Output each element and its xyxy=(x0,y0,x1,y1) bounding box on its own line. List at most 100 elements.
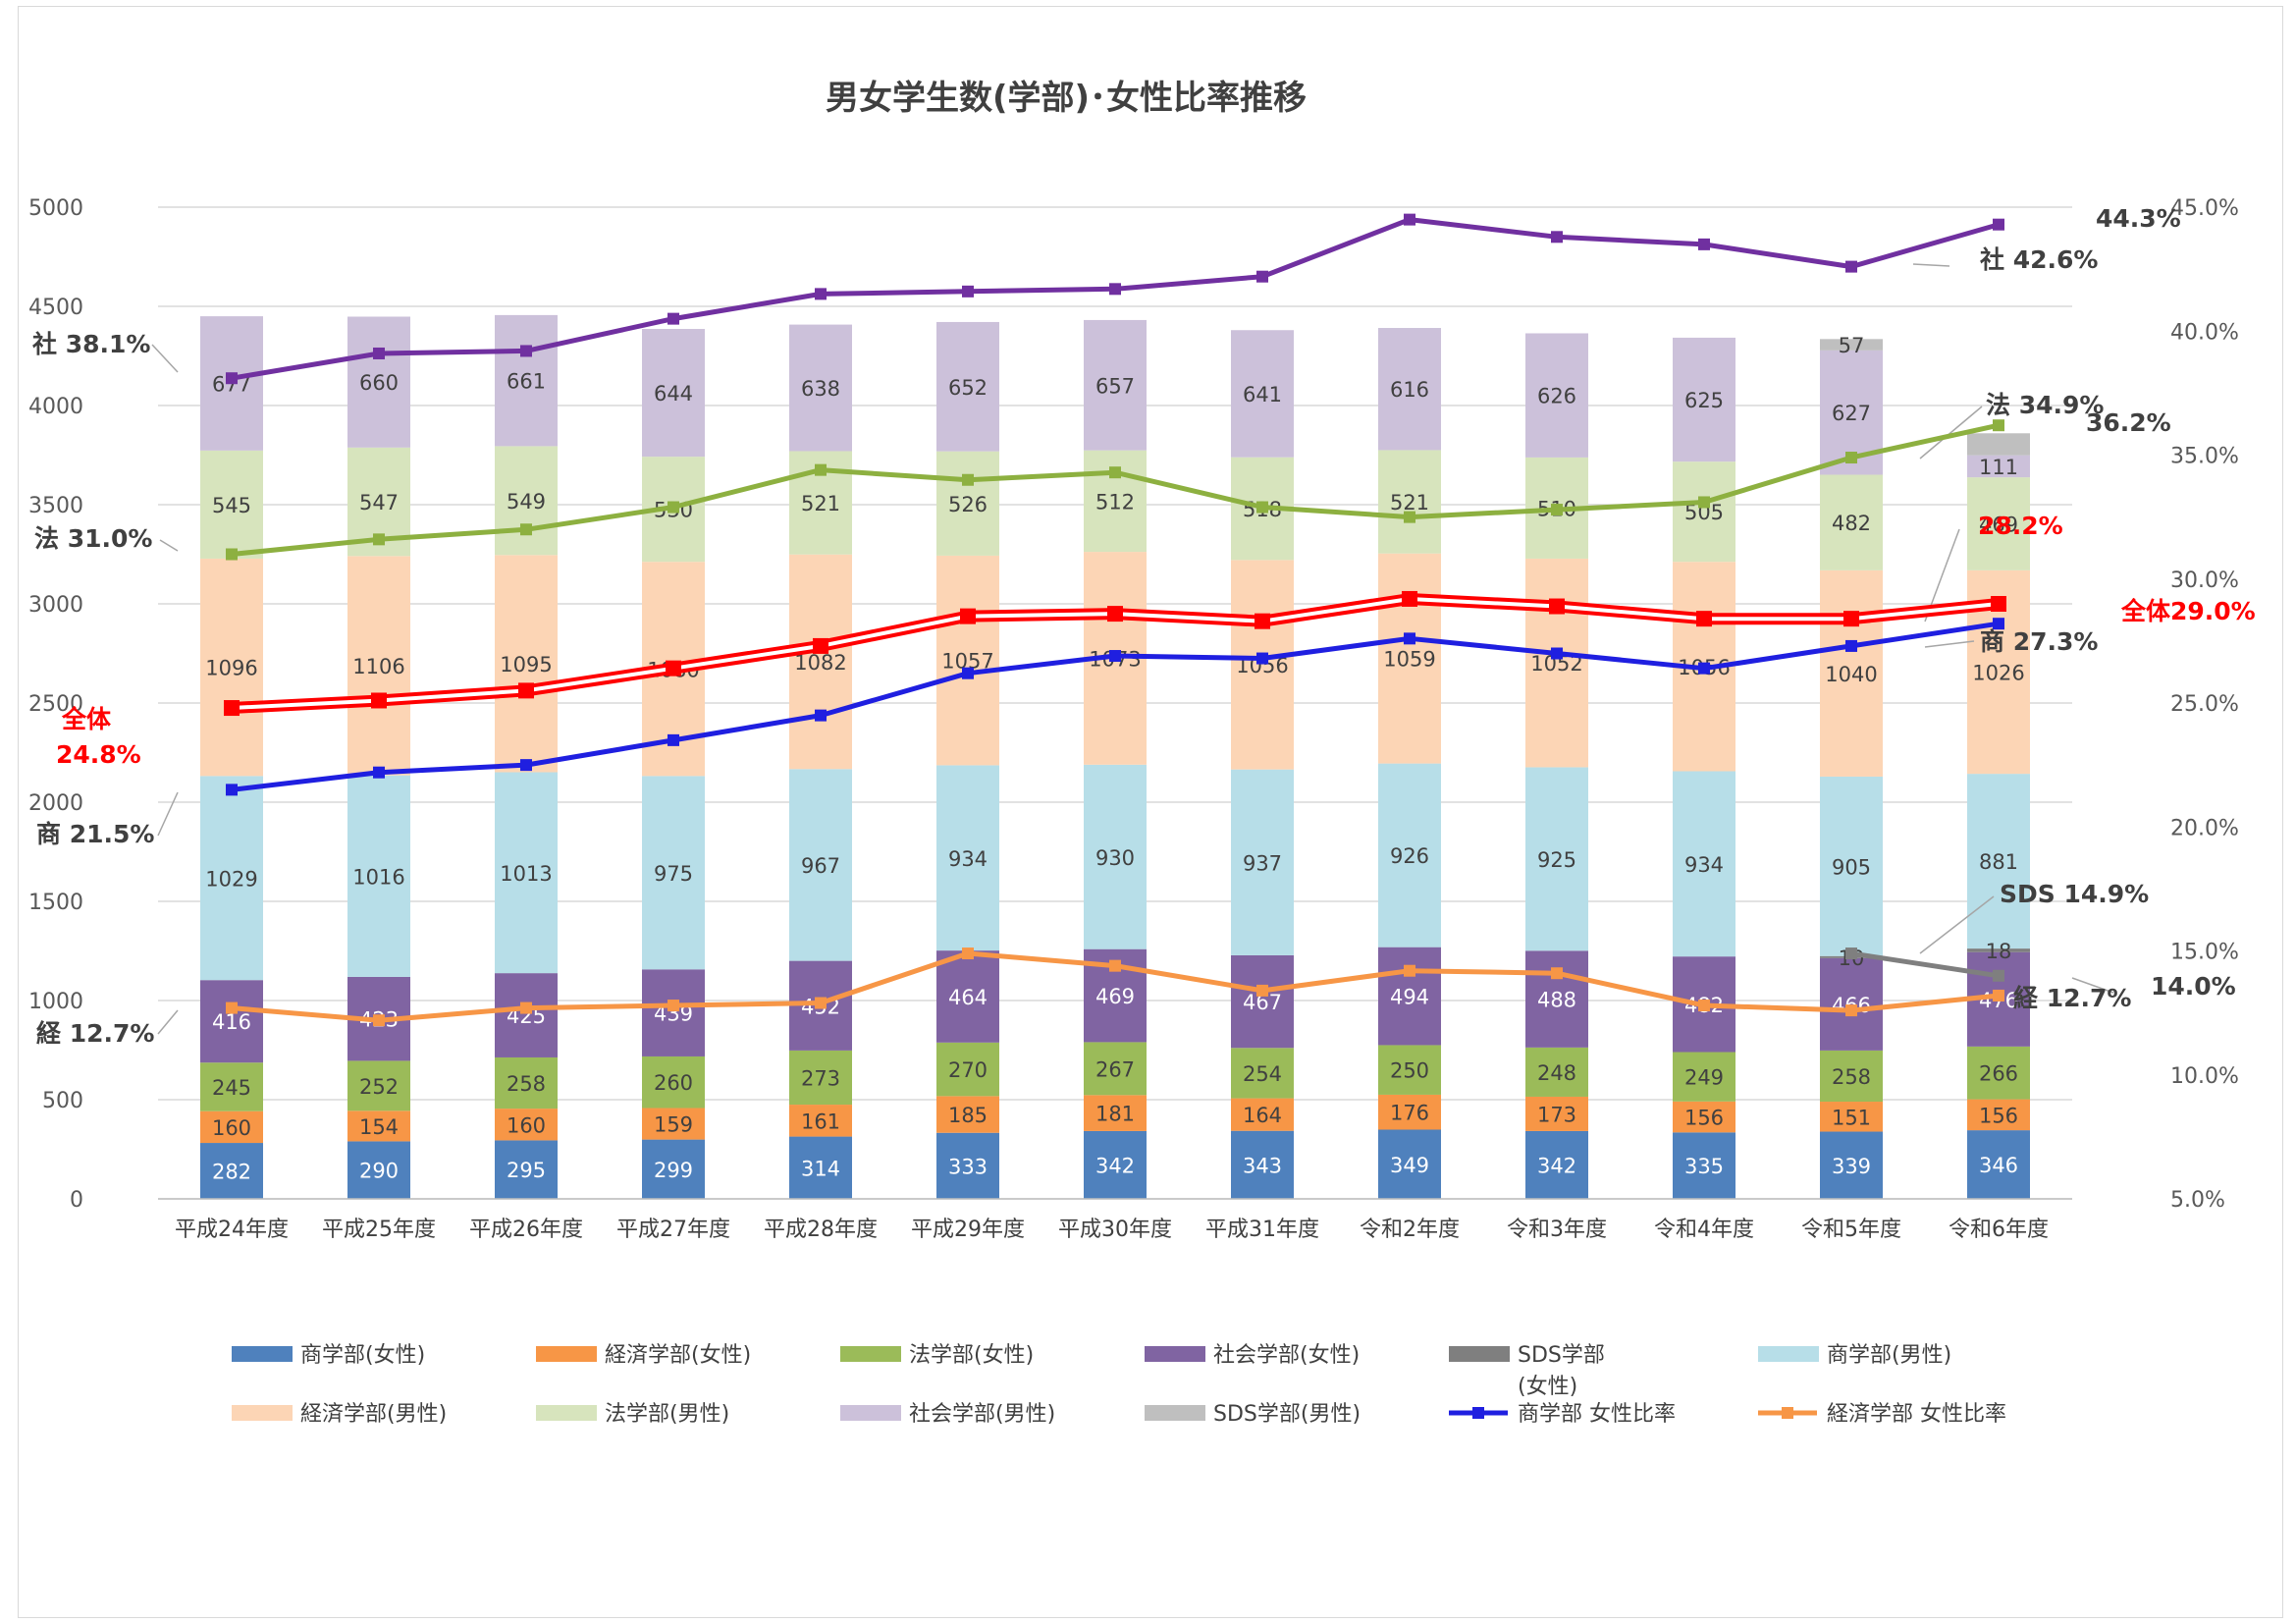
bar-segment xyxy=(936,765,999,951)
annotation-label: 44.3% xyxy=(2096,204,2181,233)
bar-data-label: 160 xyxy=(212,1116,251,1140)
bar-segment xyxy=(1673,1052,1735,1102)
bar-segment xyxy=(1820,776,1883,956)
legend-line-marker xyxy=(1782,1407,1793,1419)
line-point xyxy=(1256,270,1268,283)
annotation-label: 商 21.5% xyxy=(36,820,154,848)
bar-segment xyxy=(1378,450,1441,554)
bar-segment xyxy=(642,1139,705,1199)
line-point xyxy=(962,285,974,298)
line-point xyxy=(1109,959,1121,972)
bar-data-label: 161 xyxy=(801,1110,840,1133)
bar-data-label: 627 xyxy=(1832,402,1871,425)
bar-segment xyxy=(1820,569,1883,777)
bar-segment xyxy=(1673,771,1735,957)
bar-data-label: 185 xyxy=(948,1104,988,1127)
bar-data-label: 273 xyxy=(801,1066,840,1090)
x-axis: 平成24年度 平成25年度 平成26年度 平成27年度 平成28年度 平成29年度 平成30… xyxy=(158,1198,2072,1242)
x-tick-label: 令和2年度 xyxy=(1360,1218,1460,1242)
bar-data-label: 494 xyxy=(1390,986,1429,1009)
line-point xyxy=(224,700,240,717)
bar-segment xyxy=(200,1143,263,1199)
bar-segment xyxy=(789,554,852,770)
annotation-label: 法 34.9% xyxy=(1986,391,2104,419)
bar-data-label: 881 xyxy=(1979,850,2018,874)
line-point xyxy=(962,667,974,679)
line-point xyxy=(1551,647,1563,660)
bar-data-label: 254 xyxy=(1243,1062,1282,1086)
y2-tick-label: 35.0% xyxy=(2170,445,2239,469)
bar-data-label: 464 xyxy=(948,986,988,1009)
bar-segment xyxy=(936,555,999,766)
annotation-label: 28.2% xyxy=(1978,512,2063,540)
bar-data-label: 1040 xyxy=(1825,663,1877,686)
bar-data-label: 164 xyxy=(1243,1104,1282,1127)
x-tick-label: 平成31年度 xyxy=(1205,1218,1319,1242)
annotation-label: 商 27.3% xyxy=(1980,627,2098,656)
chart-title: 男女学生数(学部)･女性比率推移 xyxy=(826,79,1307,118)
bar-data-label: 260 xyxy=(654,1071,693,1095)
bar-segment xyxy=(789,769,852,961)
line-point xyxy=(373,1014,385,1027)
legend-swatch xyxy=(840,1405,901,1421)
line-point xyxy=(226,548,238,561)
bar-data-label: 111 xyxy=(1979,456,2018,479)
line-point xyxy=(1843,611,1859,627)
line-point xyxy=(226,784,238,796)
bar-data-label: 258 xyxy=(1832,1065,1871,1089)
bar-data-label: 282 xyxy=(212,1161,251,1184)
bar-data-label: 1013 xyxy=(500,862,552,886)
bar-segment xyxy=(1378,553,1441,764)
legend-label: 経済学部(女性) xyxy=(605,1343,751,1368)
line-point xyxy=(371,692,387,709)
bar-segment xyxy=(1378,763,1441,947)
bar-segment xyxy=(1820,1102,1883,1132)
bar-data-label: 270 xyxy=(948,1058,988,1082)
legend-label: 商学部(男性) xyxy=(1827,1343,1951,1368)
annotation-label: 24.8% xyxy=(56,740,141,769)
line-point xyxy=(1993,618,2004,630)
bar-data-label: 339 xyxy=(1832,1155,1871,1178)
leader-line xyxy=(1919,895,1995,954)
bar-segment xyxy=(347,1110,410,1142)
legend-label: 法学部(女性) xyxy=(909,1343,1034,1368)
line-point xyxy=(226,1001,238,1014)
x-tick-label: 平成30年度 xyxy=(1058,1218,1172,1242)
line-point xyxy=(1993,969,2004,982)
bar-segment xyxy=(1820,339,1883,351)
x-tick-label: 平成27年度 xyxy=(616,1218,730,1242)
bar-data-label: 267 xyxy=(1095,1057,1135,1081)
bar-segment xyxy=(495,973,558,1057)
line-point xyxy=(520,1001,532,1014)
x-tick-label: 平成26年度 xyxy=(469,1218,583,1242)
bar-segment xyxy=(495,314,558,447)
bar-segment xyxy=(642,329,705,458)
bar-segment xyxy=(1525,333,1588,458)
annotation-label: 全体29.0% xyxy=(2120,597,2256,625)
x-tick-label: 平成29年度 xyxy=(911,1218,1025,1242)
bar-segment xyxy=(1673,1132,1735,1199)
line-point xyxy=(1993,419,2004,432)
bar-segment xyxy=(347,1141,410,1199)
bar-segment xyxy=(1525,1096,1588,1131)
bar-segment xyxy=(1673,461,1735,563)
bar-data-label: 160 xyxy=(507,1113,546,1137)
line-layer xyxy=(224,213,2006,1027)
y2-tick-label: 15.0% xyxy=(2170,941,2239,965)
line-point xyxy=(373,533,385,546)
legend-label-line2: (女性) xyxy=(1518,1375,1577,1399)
bar-segment xyxy=(200,980,263,1063)
y2-tick-label: 5.0% xyxy=(2170,1188,2225,1213)
bar-data-label: 176 xyxy=(1390,1102,1429,1125)
bar-segment xyxy=(1673,1101,1735,1133)
line-point xyxy=(1109,466,1121,479)
bar-segment xyxy=(1084,1095,1147,1131)
legend-swatch xyxy=(536,1346,597,1362)
x-tick-label: 令和5年度 xyxy=(1801,1218,1901,1242)
y2-tick-label: 30.0% xyxy=(2170,568,2239,593)
y2-tick-label: 45.0% xyxy=(2170,196,2239,221)
bar-segment xyxy=(495,1056,558,1110)
line-point xyxy=(1551,504,1563,516)
bar-segment xyxy=(1967,1046,2030,1100)
legend-swatch xyxy=(232,1405,293,1421)
